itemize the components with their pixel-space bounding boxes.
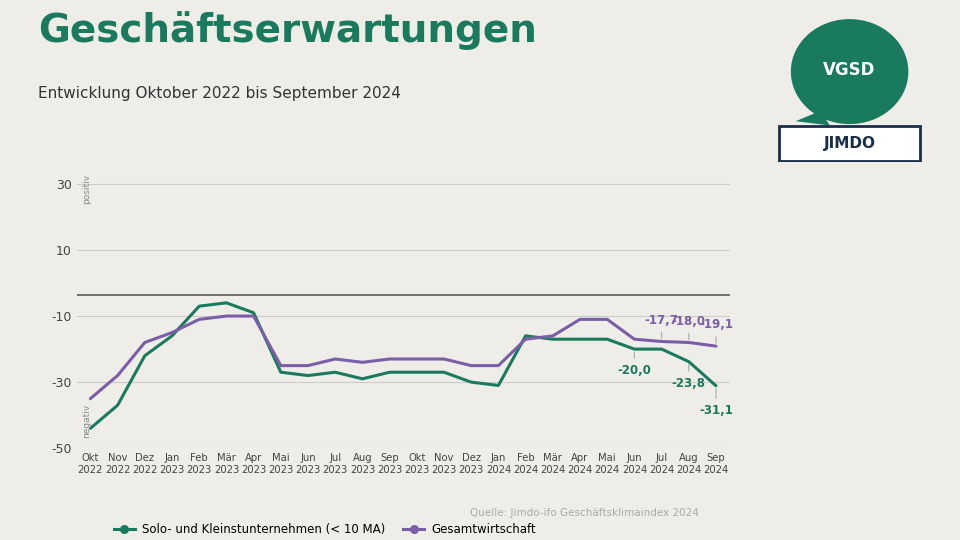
Text: -18,0: -18,0: [672, 315, 706, 340]
Text: VGSD: VGSD: [824, 61, 876, 79]
Text: Quelle: Jimdo-ifo Geschäftsklimaindex 2024: Quelle: Jimdo-ifo Geschäftsklimaindex 20…: [470, 508, 699, 518]
Text: positiv: positiv: [83, 174, 91, 204]
Polygon shape: [796, 111, 830, 126]
Text: -23,8: -23,8: [672, 364, 706, 389]
Text: -17,7: -17,7: [645, 314, 679, 339]
Text: negativ: negativ: [83, 404, 91, 438]
Legend: Solo- und Kleinstunternehmen (< 10 MA), Gesamtwirtschaft: Solo- und Kleinstunternehmen (< 10 MA), …: [109, 519, 540, 540]
Text: Geschäftserwartungen: Geschäftserwartungen: [38, 11, 538, 50]
Text: -31,1: -31,1: [699, 389, 732, 417]
FancyBboxPatch shape: [780, 126, 920, 160]
Polygon shape: [791, 19, 908, 124]
Text: JIMDO: JIMDO: [824, 136, 876, 151]
Text: Entwicklung Oktober 2022 bis September 2024: Entwicklung Oktober 2022 bis September 2…: [38, 86, 401, 102]
Text: -19,1: -19,1: [699, 318, 733, 343]
Text: -20,0: -20,0: [617, 352, 651, 377]
